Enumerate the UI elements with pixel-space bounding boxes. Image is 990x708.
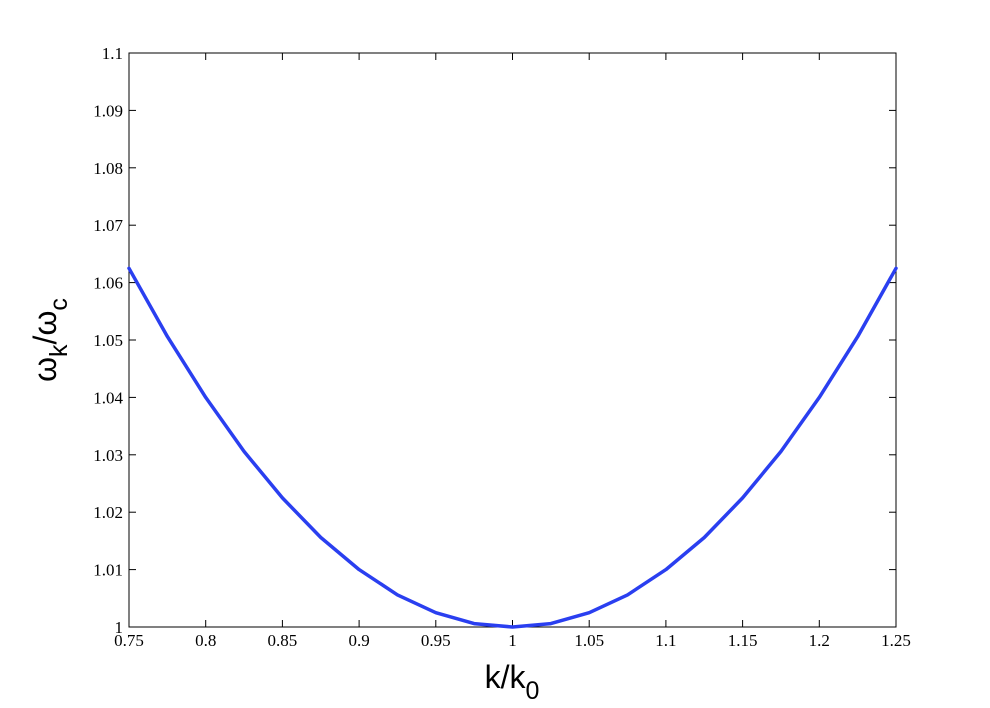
x-axis-label-main: k/k bbox=[485, 659, 527, 695]
x-tick-label: 1.15 bbox=[728, 631, 758, 650]
x-axis-label: k/k0 bbox=[485, 659, 540, 705]
x-tick-label: 1.2 bbox=[809, 631, 830, 650]
y-tick-label: 1.03 bbox=[93, 446, 123, 465]
y-tick-label: 1.09 bbox=[93, 101, 123, 120]
plot-area bbox=[128, 52, 897, 628]
x-tick-label: 0.95 bbox=[421, 631, 451, 650]
y-tick-label: 1.04 bbox=[93, 388, 123, 407]
y-tick-label: 1.05 bbox=[93, 331, 123, 350]
x-tick-label: 1.25 bbox=[881, 631, 911, 650]
y-tick-label: 1.07 bbox=[93, 216, 123, 235]
x-tick-label: 1.05 bbox=[574, 631, 604, 650]
y-tick-label: 1.02 bbox=[93, 503, 123, 522]
x-tick-label: 0.8 bbox=[195, 631, 216, 650]
x-tick-label: 1 bbox=[508, 631, 517, 650]
y-tick-label: 1.1 bbox=[102, 44, 123, 63]
y-tick-label: 1.08 bbox=[93, 159, 123, 178]
y-axis-label-mid: /ω bbox=[27, 311, 63, 345]
y-axis-label-main: ω bbox=[27, 357, 63, 382]
y-tick-label: 1 bbox=[115, 618, 124, 637]
x-axis-label-sub: 0 bbox=[525, 677, 539, 705]
y-axis-label-sub-c: c bbox=[45, 298, 73, 311]
ticks bbox=[128, 52, 897, 628]
y-tick-label: 1.06 bbox=[93, 274, 123, 293]
series-line bbox=[127, 266, 898, 629]
y-axis-label-sub-k: k bbox=[45, 344, 73, 357]
tick-labels: 0.75 0.8 0.85 0.9 0.95 1 1.05 1.1 1.15 1.2 1.25 1 1.… bbox=[93, 44, 911, 650]
x-tick-label: 0.75 bbox=[114, 631, 144, 650]
x-tick-label: 1.1 bbox=[655, 631, 676, 650]
y-axis-label: ωk/ωc bbox=[27, 298, 73, 382]
series-layer bbox=[127, 266, 898, 629]
y-tick-label: 1.01 bbox=[93, 561, 123, 580]
x-tick-label: 0.85 bbox=[268, 631, 298, 650]
x-tick-label: 0.9 bbox=[348, 631, 369, 650]
